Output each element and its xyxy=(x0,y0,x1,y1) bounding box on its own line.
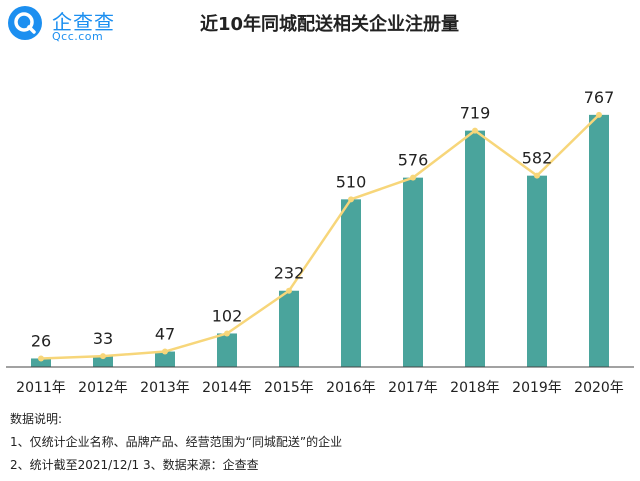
bar-2018年 xyxy=(465,130,485,367)
notes-line-1: 1、仅统计企业名称、品牌产品、经营范围为“同城配送”的企业 xyxy=(10,435,343,449)
trend-point-2017年 xyxy=(410,174,416,181)
bar-2015年 xyxy=(279,290,299,367)
trend-point-2015年 xyxy=(286,287,292,294)
notes-heading: 数据说明: xyxy=(10,412,63,426)
bar-2016年 xyxy=(341,199,361,367)
trend-point-2013年 xyxy=(162,348,168,355)
trend-point-2019年 xyxy=(534,172,540,179)
trend-point-2016年 xyxy=(348,196,354,203)
data-label-2013年: 47 xyxy=(155,325,175,344)
x-tick-label-2016年: 2016年 xyxy=(326,380,376,396)
x-tick-label-2020年: 2020年 xyxy=(574,380,624,396)
trend-point-2012年 xyxy=(100,353,106,360)
data-label-2019年: 582 xyxy=(522,149,553,168)
bar-2011年 xyxy=(31,358,51,367)
x-tick-label-2013年: 2013年 xyxy=(140,380,190,396)
x-tick-label-2014年: 2014年 xyxy=(202,380,252,396)
trend-point-2018年 xyxy=(472,127,478,134)
x-tick-label-2012年: 2012年 xyxy=(78,380,128,396)
bar-2017年 xyxy=(403,177,423,367)
magnifier-logo-icon xyxy=(8,6,42,40)
x-tick-label-2018年: 2018年 xyxy=(450,380,500,396)
trend-point-2020年 xyxy=(596,111,602,118)
data-label-2014年: 102 xyxy=(212,306,243,325)
logo-name: 企查查 xyxy=(52,10,115,34)
x-tick-label-2017年: 2017年 xyxy=(388,380,438,396)
data-label-2017年: 576 xyxy=(398,151,429,170)
trend-point-2014年 xyxy=(224,330,230,337)
chart-title: 近10年同城配送相关企业注册量 xyxy=(200,14,460,35)
data-label-2012年: 33 xyxy=(93,329,113,348)
bar-2014年 xyxy=(217,333,237,367)
x-tick-label-2015年: 2015年 xyxy=(264,380,314,396)
data-label-2016年: 510 xyxy=(336,172,367,191)
bar-2013年 xyxy=(155,351,175,367)
bar-2020年 xyxy=(589,114,609,367)
trend-line xyxy=(40,113,600,360)
bar-line-chart: 26 33 47 102 232 510 576 719 582 767 2011年 2012年 201… xyxy=(6,88,634,396)
bar-2019年 xyxy=(527,175,547,367)
notes-line-2: 2、统计截至2021/12/1 3、数据来源：企查查 xyxy=(10,458,259,472)
data-label-2020年: 767 xyxy=(584,88,615,107)
data-notes: 数据说明: 1、仅统计企业名称、品牌产品、经营范围为“同城配送”的企业 2、统计… xyxy=(10,408,342,477)
data-label-2011年: 26 xyxy=(31,331,51,350)
x-tick-label-2019年: 2019年 xyxy=(512,380,562,396)
qcc-logo: 企查查 Qcc.com xyxy=(8,6,148,46)
trend-point-2011年 xyxy=(38,355,44,362)
x-tick-label-2011年: 2011年 xyxy=(16,380,66,396)
data-label-2018年: 719 xyxy=(460,104,491,123)
logo-domain: Qcc.com xyxy=(52,30,104,43)
data-label-2015年: 232 xyxy=(274,264,305,283)
bar-2012年 xyxy=(93,356,113,367)
